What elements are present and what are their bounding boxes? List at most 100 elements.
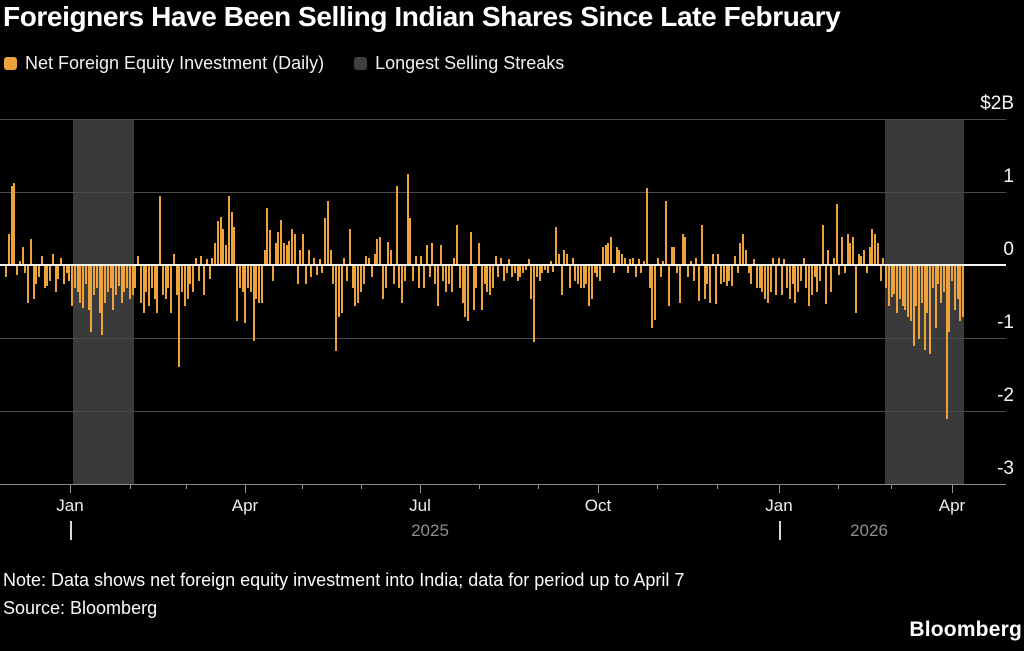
bar (577, 266, 579, 285)
bar (923, 266, 926, 350)
bar (43, 266, 46, 288)
bar (175, 266, 178, 296)
note-text: Note: Data shows net foreign equity inve… (3, 570, 685, 590)
bar (112, 266, 115, 310)
bar (687, 266, 689, 277)
bar (890, 266, 893, 297)
grid-line (0, 119, 1006, 120)
bar (885, 266, 887, 288)
bar (222, 228, 225, 265)
bar (57, 266, 60, 280)
bar (368, 257, 370, 265)
bar (161, 266, 164, 296)
bar (728, 266, 731, 281)
bar (230, 212, 233, 265)
bar (139, 266, 142, 303)
bar (150, 266, 153, 288)
bar (585, 266, 588, 285)
bar (13, 183, 16, 265)
plot-area (0, 119, 1006, 485)
bar (478, 243, 480, 265)
bar (46, 266, 49, 287)
x-axis-line (0, 484, 1006, 485)
bar (621, 254, 623, 265)
bar (698, 266, 700, 302)
bar (676, 266, 678, 274)
bar (538, 266, 541, 281)
bar (753, 259, 755, 265)
bar (629, 259, 632, 265)
bar (208, 266, 211, 280)
bar (90, 266, 93, 332)
bar (634, 266, 637, 277)
bar (953, 266, 956, 310)
bar (439, 244, 442, 265)
x-tick (479, 484, 480, 489)
bar (519, 266, 522, 277)
bar (684, 237, 687, 265)
bar (447, 266, 450, 285)
bar (76, 266, 79, 292)
bar (516, 266, 519, 281)
x-tick (361, 484, 362, 489)
bar (186, 266, 189, 299)
bar (937, 266, 940, 285)
bar (200, 256, 203, 265)
year-divider (70, 521, 72, 540)
bar (786, 266, 788, 288)
x-tick (779, 484, 780, 493)
bar (101, 266, 104, 336)
x-tick (245, 484, 246, 493)
bar (359, 266, 362, 292)
bar (714, 266, 717, 304)
bar (197, 266, 200, 281)
bar (552, 266, 555, 272)
bar (843, 266, 846, 274)
bar (104, 266, 106, 303)
bar (670, 246, 673, 265)
bar (244, 266, 247, 323)
bar (38, 266, 40, 277)
chart-title: Foreigners Have Been Selling Indian Shar… (3, 1, 841, 32)
bar (615, 246, 618, 265)
legend-label: Longest Selling Streaks (375, 53, 565, 73)
bar (678, 266, 681, 303)
bar (918, 266, 920, 339)
bar (874, 234, 876, 265)
bar (409, 217, 412, 265)
bar (601, 246, 604, 265)
bar (178, 266, 181, 367)
bar (731, 266, 733, 287)
bar (549, 261, 552, 265)
bar (695, 257, 698, 265)
bar (956, 266, 959, 299)
x-tick (130, 484, 131, 489)
bar (794, 266, 797, 303)
bar (263, 250, 266, 265)
bar (134, 266, 137, 288)
bar (340, 266, 343, 314)
bar (860, 256, 863, 265)
bar (555, 227, 557, 265)
bar (857, 254, 860, 265)
bar (412, 266, 414, 281)
bar (582, 266, 585, 288)
bar (915, 266, 918, 307)
bar (758, 266, 761, 288)
bar (21, 246, 24, 265)
bar (258, 266, 260, 303)
bar (651, 266, 654, 329)
bar (962, 266, 964, 318)
x-tick (657, 484, 658, 489)
bar (799, 266, 802, 281)
bar (288, 240, 291, 265)
bar (744, 250, 747, 265)
bar (192, 266, 194, 292)
bar (362, 266, 365, 285)
bar (379, 237, 381, 265)
bar (390, 250, 392, 265)
bar (942, 266, 945, 292)
bar (266, 208, 269, 265)
bar (27, 266, 29, 303)
year-divider (779, 521, 781, 540)
